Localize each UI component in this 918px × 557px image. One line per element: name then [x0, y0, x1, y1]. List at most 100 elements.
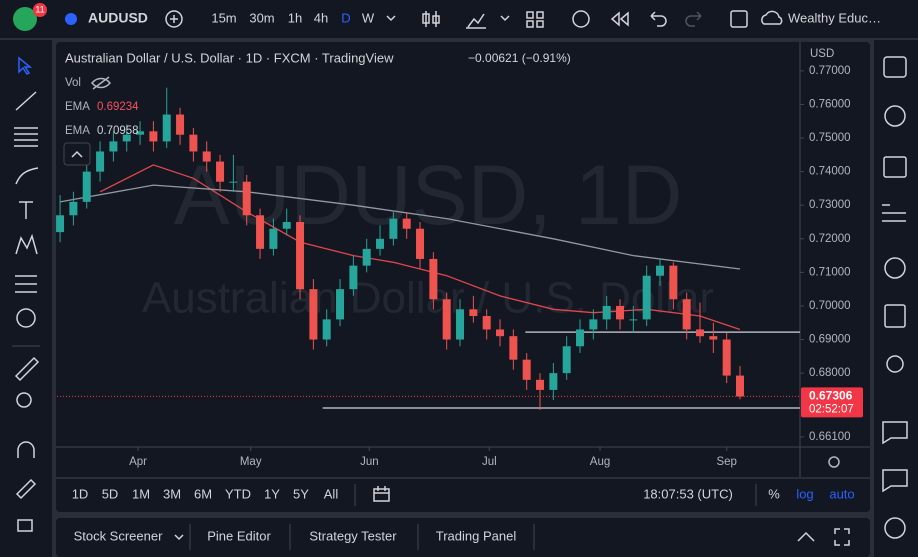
fib-tool[interactable]: [14, 127, 38, 147]
candle-body: [162, 114, 171, 142]
icons-tool[interactable]: [16, 308, 36, 328]
watchlist[interactable]: [883, 56, 907, 78]
candle-body: [376, 238, 385, 249]
brush-tool[interactable]: [15, 167, 39, 185]
last-price-label: 0.67306: [809, 389, 853, 403]
interval-active[interactable]: D: [341, 10, 350, 25]
lock-tool[interactable]: [17, 519, 33, 532]
cursor-tool[interactable]: [18, 56, 33, 75]
interval[interactable]: 30m: [249, 10, 274, 25]
fullscreen-layout[interactable]: [730, 10, 748, 28]
range[interactable]: YTD: [225, 486, 251, 501]
chart-pane: [56, 42, 870, 512]
redo[interactable]: [685, 11, 702, 27]
alert[interactable]: [572, 10, 590, 28]
range[interactable]: 5D: [102, 486, 119, 501]
undo[interactable]: [650, 11, 667, 27]
chats[interactable]: [882, 421, 908, 445]
x-tick-label: Sep: [716, 456, 736, 468]
cloud[interactable]: [761, 10, 783, 25]
logo[interactable]: [13, 7, 37, 31]
range[interactable]: 1Y: [264, 486, 280, 501]
candle-body: [642, 275, 651, 320]
ema-value: 0.69234: [97, 101, 139, 113]
account[interactable]: Wealthy Educ…: [788, 10, 881, 25]
ema-line: [59, 184, 741, 270]
currency[interactable]: USD: [810, 48, 834, 60]
ideas[interactable]: [882, 204, 906, 222]
add-symbol[interactable]: [165, 10, 183, 28]
messages[interactable]: [882, 469, 908, 493]
chart-type[interactable]: [422, 11, 440, 27]
candle-body: [122, 134, 131, 142]
tab[interactable]: Trading Panel: [436, 528, 517, 543]
y-tick-label: 0.73000: [809, 199, 851, 211]
zoom-tool[interactable]: [16, 392, 32, 408]
candle-body: [389, 218, 398, 239]
hotlists[interactable]: [884, 257, 906, 279]
right-sidebar: [874, 40, 918, 557]
news[interactable]: [883, 156, 907, 178]
candle-body: [669, 265, 678, 300]
symbol[interactable]: AUDUSD: [88, 10, 148, 26]
interval[interactable]: 15m: [211, 10, 236, 25]
range[interactable]: All: [324, 486, 339, 501]
help[interactable]: [884, 517, 906, 539]
candle-body: [336, 289, 345, 320]
maximize[interactable]: [834, 528, 850, 546]
magnet-tool[interactable]: [17, 441, 35, 458]
candle-body: [456, 309, 465, 340]
auto-toggle[interactable]: auto: [829, 486, 854, 501]
pattern-tool[interactable]: [15, 233, 38, 255]
expand-panel[interactable]: [797, 531, 815, 542]
range[interactable]: 1D: [72, 486, 89, 501]
layouts[interactable]: [526, 11, 544, 28]
candle-body: [322, 319, 331, 340]
candle-body: [82, 171, 91, 202]
calendar[interactable]: [884, 304, 906, 328]
clock[interactable]: 18:07:53 (UTC): [643, 486, 733, 501]
candle-body: [242, 181, 251, 216]
trend-line-tool[interactable]: [15, 91, 37, 111]
chevron[interactable]: [500, 15, 510, 22]
interval[interactable]: 4h: [314, 10, 328, 25]
candle-body: [282, 222, 291, 229]
chevron[interactable]: [386, 15, 396, 22]
sidebar-icons: [882, 56, 908, 539]
lock-drawing-tool[interactable]: [15, 478, 37, 500]
candle-body: [216, 161, 225, 182]
candle-body: [722, 339, 731, 376]
settings[interactable]: [828, 456, 840, 468]
tab[interactable]: Strategy Tester: [309, 528, 397, 543]
log-toggle[interactable]: log: [796, 486, 813, 501]
indicators[interactable]: [466, 13, 486, 29]
tab[interactable]: Pine Editor: [207, 528, 271, 543]
range[interactable]: 6M: [194, 486, 212, 501]
range[interactable]: 5Y: [293, 486, 309, 501]
ideas-stream[interactable]: [886, 355, 904, 373]
date-range[interactable]: [373, 486, 390, 502]
last-price-box: [801, 387, 863, 418]
prediction-tool[interactable]: [15, 275, 37, 293]
candle-body: [229, 181, 238, 183]
collapse-legend[interactable]: [63, 142, 91, 166]
alerts[interactable]: [884, 105, 906, 127]
interval[interactable]: 1h: [288, 10, 302, 25]
interval[interactable]: W: [362, 10, 375, 25]
candle-body: [69, 201, 78, 216]
hidden-icon[interactable]: [91, 76, 111, 90]
candle-body: [429, 258, 438, 300]
range[interactable]: 3M: [163, 486, 181, 501]
chevron[interactable]: [174, 534, 184, 541]
left-toolbar: [0, 40, 52, 557]
y-tick-label: 0.68000: [809, 367, 851, 379]
tab[interactable]: Stock Screener: [74, 528, 164, 543]
ruler-tool[interactable]: [14, 356, 40, 382]
candle-body: [496, 329, 505, 337]
range[interactable]: 1M: [132, 486, 150, 501]
candle-body: [309, 289, 318, 340]
text-tool[interactable]: [19, 201, 33, 219]
y-tick-label: 0.66100: [809, 431, 851, 443]
replay[interactable]: [610, 11, 629, 27]
percent-toggle[interactable]: %: [768, 486, 780, 501]
